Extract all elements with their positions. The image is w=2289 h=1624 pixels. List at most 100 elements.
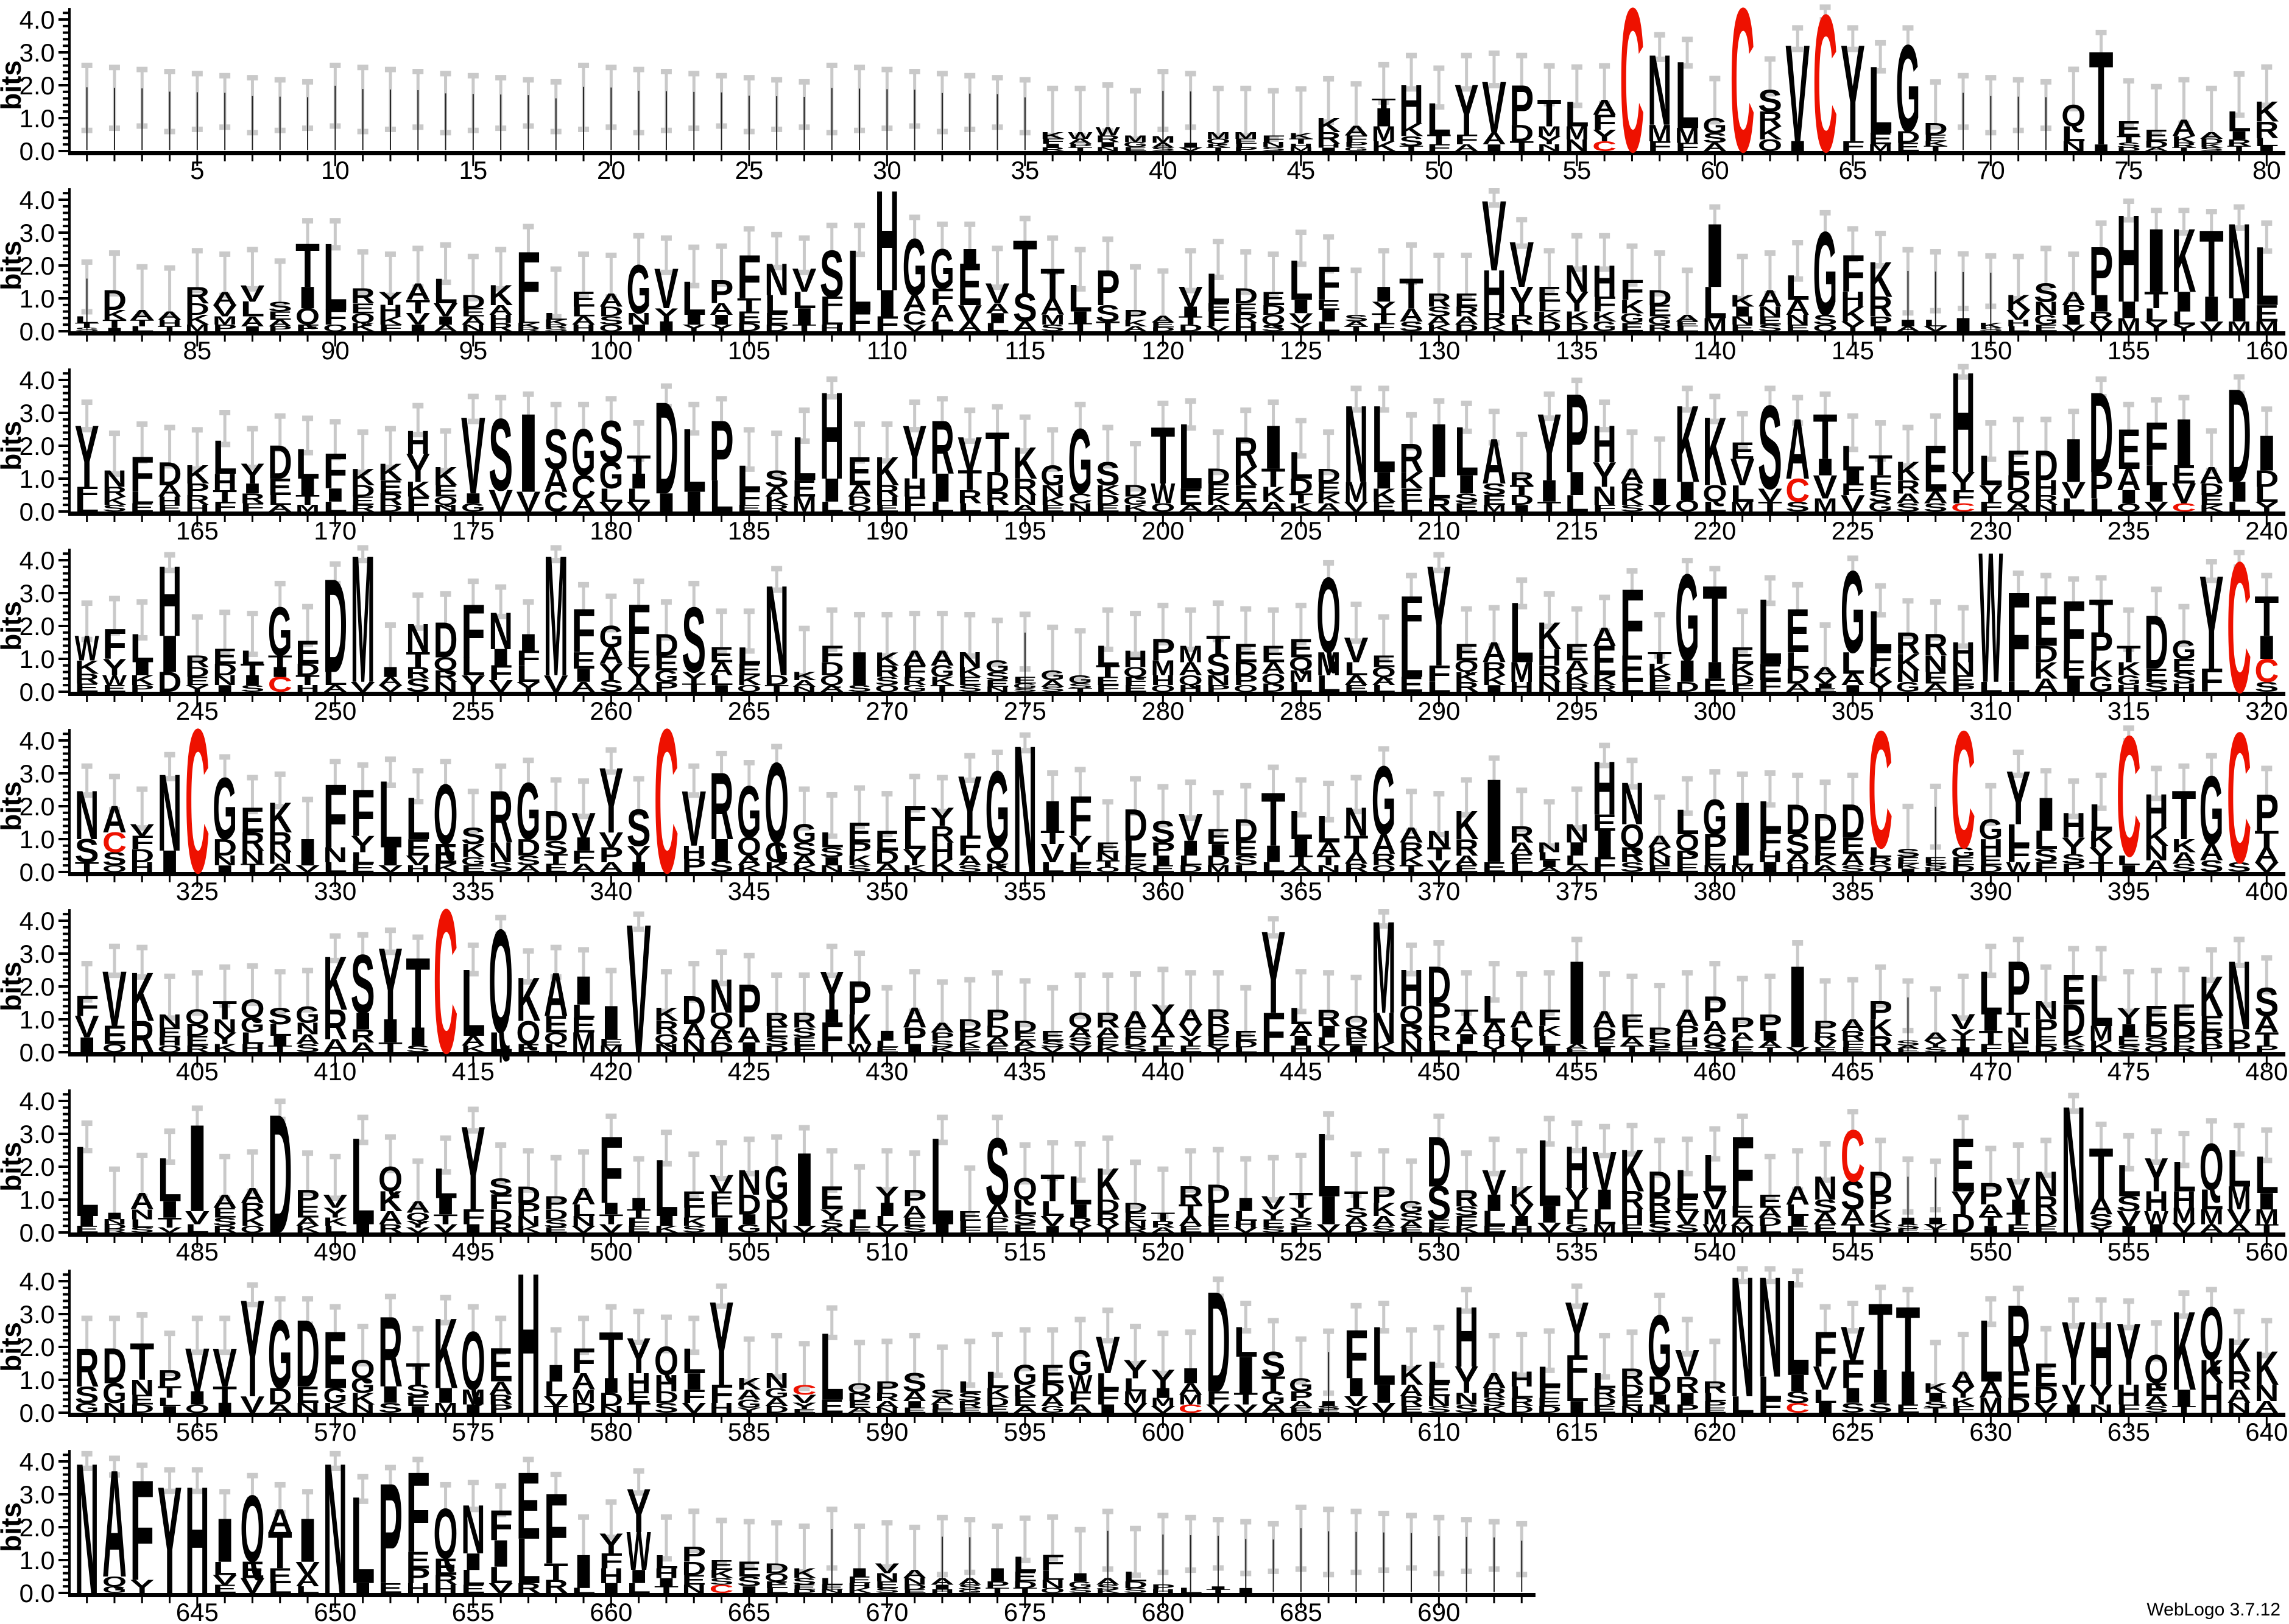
x-tick (886, 1597, 888, 1608)
logo-letter-R: R (710, 753, 734, 859)
logo-letter-T: T (2089, 590, 2114, 643)
x-tick (362, 696, 364, 702)
error-bar (1406, 1513, 1417, 1592)
logo-letter-K: K (434, 862, 458, 875)
logo-letter-L: L (847, 1217, 872, 1230)
logo-letter-E: E (2006, 1222, 2031, 1236)
logo-letter-H: H (516, 1231, 540, 1455)
logo-letter-N: N (1537, 679, 1562, 695)
x-tick (2128, 1056, 2130, 1067)
error-bar (330, 561, 341, 586)
x-tick (251, 1056, 253, 1063)
logo-letter-H: H (2117, 1379, 2141, 1411)
logo-letter-L: L (2254, 230, 2279, 323)
logo-letter-E: E (406, 1547, 430, 1573)
stack-pos-584: HFY (710, 1276, 734, 1416)
logo-letter-E: E (1813, 1046, 1838, 1054)
error-bar (1737, 410, 1748, 449)
logo-letter-L: L (323, 499, 347, 515)
logo-letter-R: R (351, 284, 375, 308)
logo-letter-A: A (847, 482, 872, 501)
logo-letter-P: P (1978, 1176, 2003, 1211)
error-bar (1682, 1136, 1693, 1176)
logo-letter-Q: Q (654, 1338, 679, 1384)
x-tick (2182, 1056, 2185, 1063)
error-bar (412, 245, 424, 290)
logo-letter-V: V (213, 1572, 237, 1587)
logo-letter-Q: Q (351, 1355, 375, 1384)
logo-letter-R: R (1841, 1028, 1865, 1044)
logo-letter-K: K (2089, 656, 2114, 683)
stack-pos-415: KAL (461, 949, 485, 1056)
logo-letter-D: D (1206, 464, 1230, 488)
logo-letter-I: I (1068, 1571, 1092, 1584)
error-bar (1323, 234, 1335, 274)
logo-letter-A: A (295, 1215, 320, 1229)
logo-letter-E: E (1123, 146, 1148, 152)
error-bar (164, 1467, 175, 1494)
x-tick-label: 500 (590, 1237, 632, 1266)
x-tick (914, 155, 916, 161)
error-bar (1875, 40, 1886, 74)
logo-letter-V: V (2061, 1379, 2086, 1411)
stack-pos-276: SAG (1040, 667, 1065, 694)
logo-letter-E: E (1620, 1393, 1644, 1409)
x-tick (748, 1237, 750, 1248)
logo-letter-N: N (102, 1400, 127, 1416)
logo-letter-S: S (1455, 1203, 1479, 1219)
error-bar (2178, 208, 2190, 236)
logo-letter-S: S (958, 1583, 982, 1591)
logo-letter-I: I (378, 664, 403, 680)
logo-letter-E: E (544, 1226, 568, 1234)
logo-letter-E: E (213, 1583, 237, 1596)
x-tick (1355, 516, 1357, 522)
error-bar (1240, 1301, 1252, 1334)
error-bar (164, 1128, 175, 1165)
error-bar (1792, 25, 1804, 52)
x-tick (831, 1237, 833, 1243)
error-bar (2261, 572, 2273, 603)
logo-letter-K: K (1427, 323, 1451, 334)
x-tick (499, 336, 502, 342)
y-axis-title-bits: bits (0, 1322, 27, 1372)
logo-letter-S: S (1785, 828, 1810, 860)
logo-letter-E: E (1620, 1010, 1644, 1032)
logo-letter-K: K (102, 307, 127, 323)
error-bar (2012, 1285, 2024, 1312)
logo-letter-D: D (1316, 465, 1341, 486)
logo-letter-L: L (1206, 265, 1230, 312)
logo-letter-V: V (1427, 857, 1451, 876)
logo-letter-A: A (102, 798, 127, 841)
logo-letter-M: M (1730, 1224, 1755, 1235)
logo-letter-E: E (2144, 1000, 2168, 1030)
logo-letter-S: S (820, 845, 844, 860)
x-tick (914, 516, 916, 522)
logo-letter-A: A (1896, 1045, 1920, 1050)
logo-letter-Y: Y (1289, 1205, 1313, 1221)
logo-letter-A: A (1455, 314, 1479, 328)
error-bar (1433, 791, 1445, 837)
x-tick (445, 155, 447, 161)
logo-letter-M: M (1233, 130, 1258, 141)
logo-letter-D: D (434, 613, 458, 669)
x-tick (2128, 155, 2130, 166)
x-tick (1741, 1417, 1744, 1423)
logo-letter-K: K (516, 322, 540, 329)
x-tick (1741, 155, 1744, 161)
logo-letter-H: H (406, 863, 430, 874)
error-bar (1019, 611, 1031, 691)
logo-letter-V: V (1924, 325, 1948, 333)
logo-letter-A: A (1261, 659, 1286, 678)
logo-letter-V: V (2061, 323, 2086, 334)
logo-letter-N: N (1096, 850, 1120, 863)
logo-letter-F: F (2117, 1402, 2141, 1416)
